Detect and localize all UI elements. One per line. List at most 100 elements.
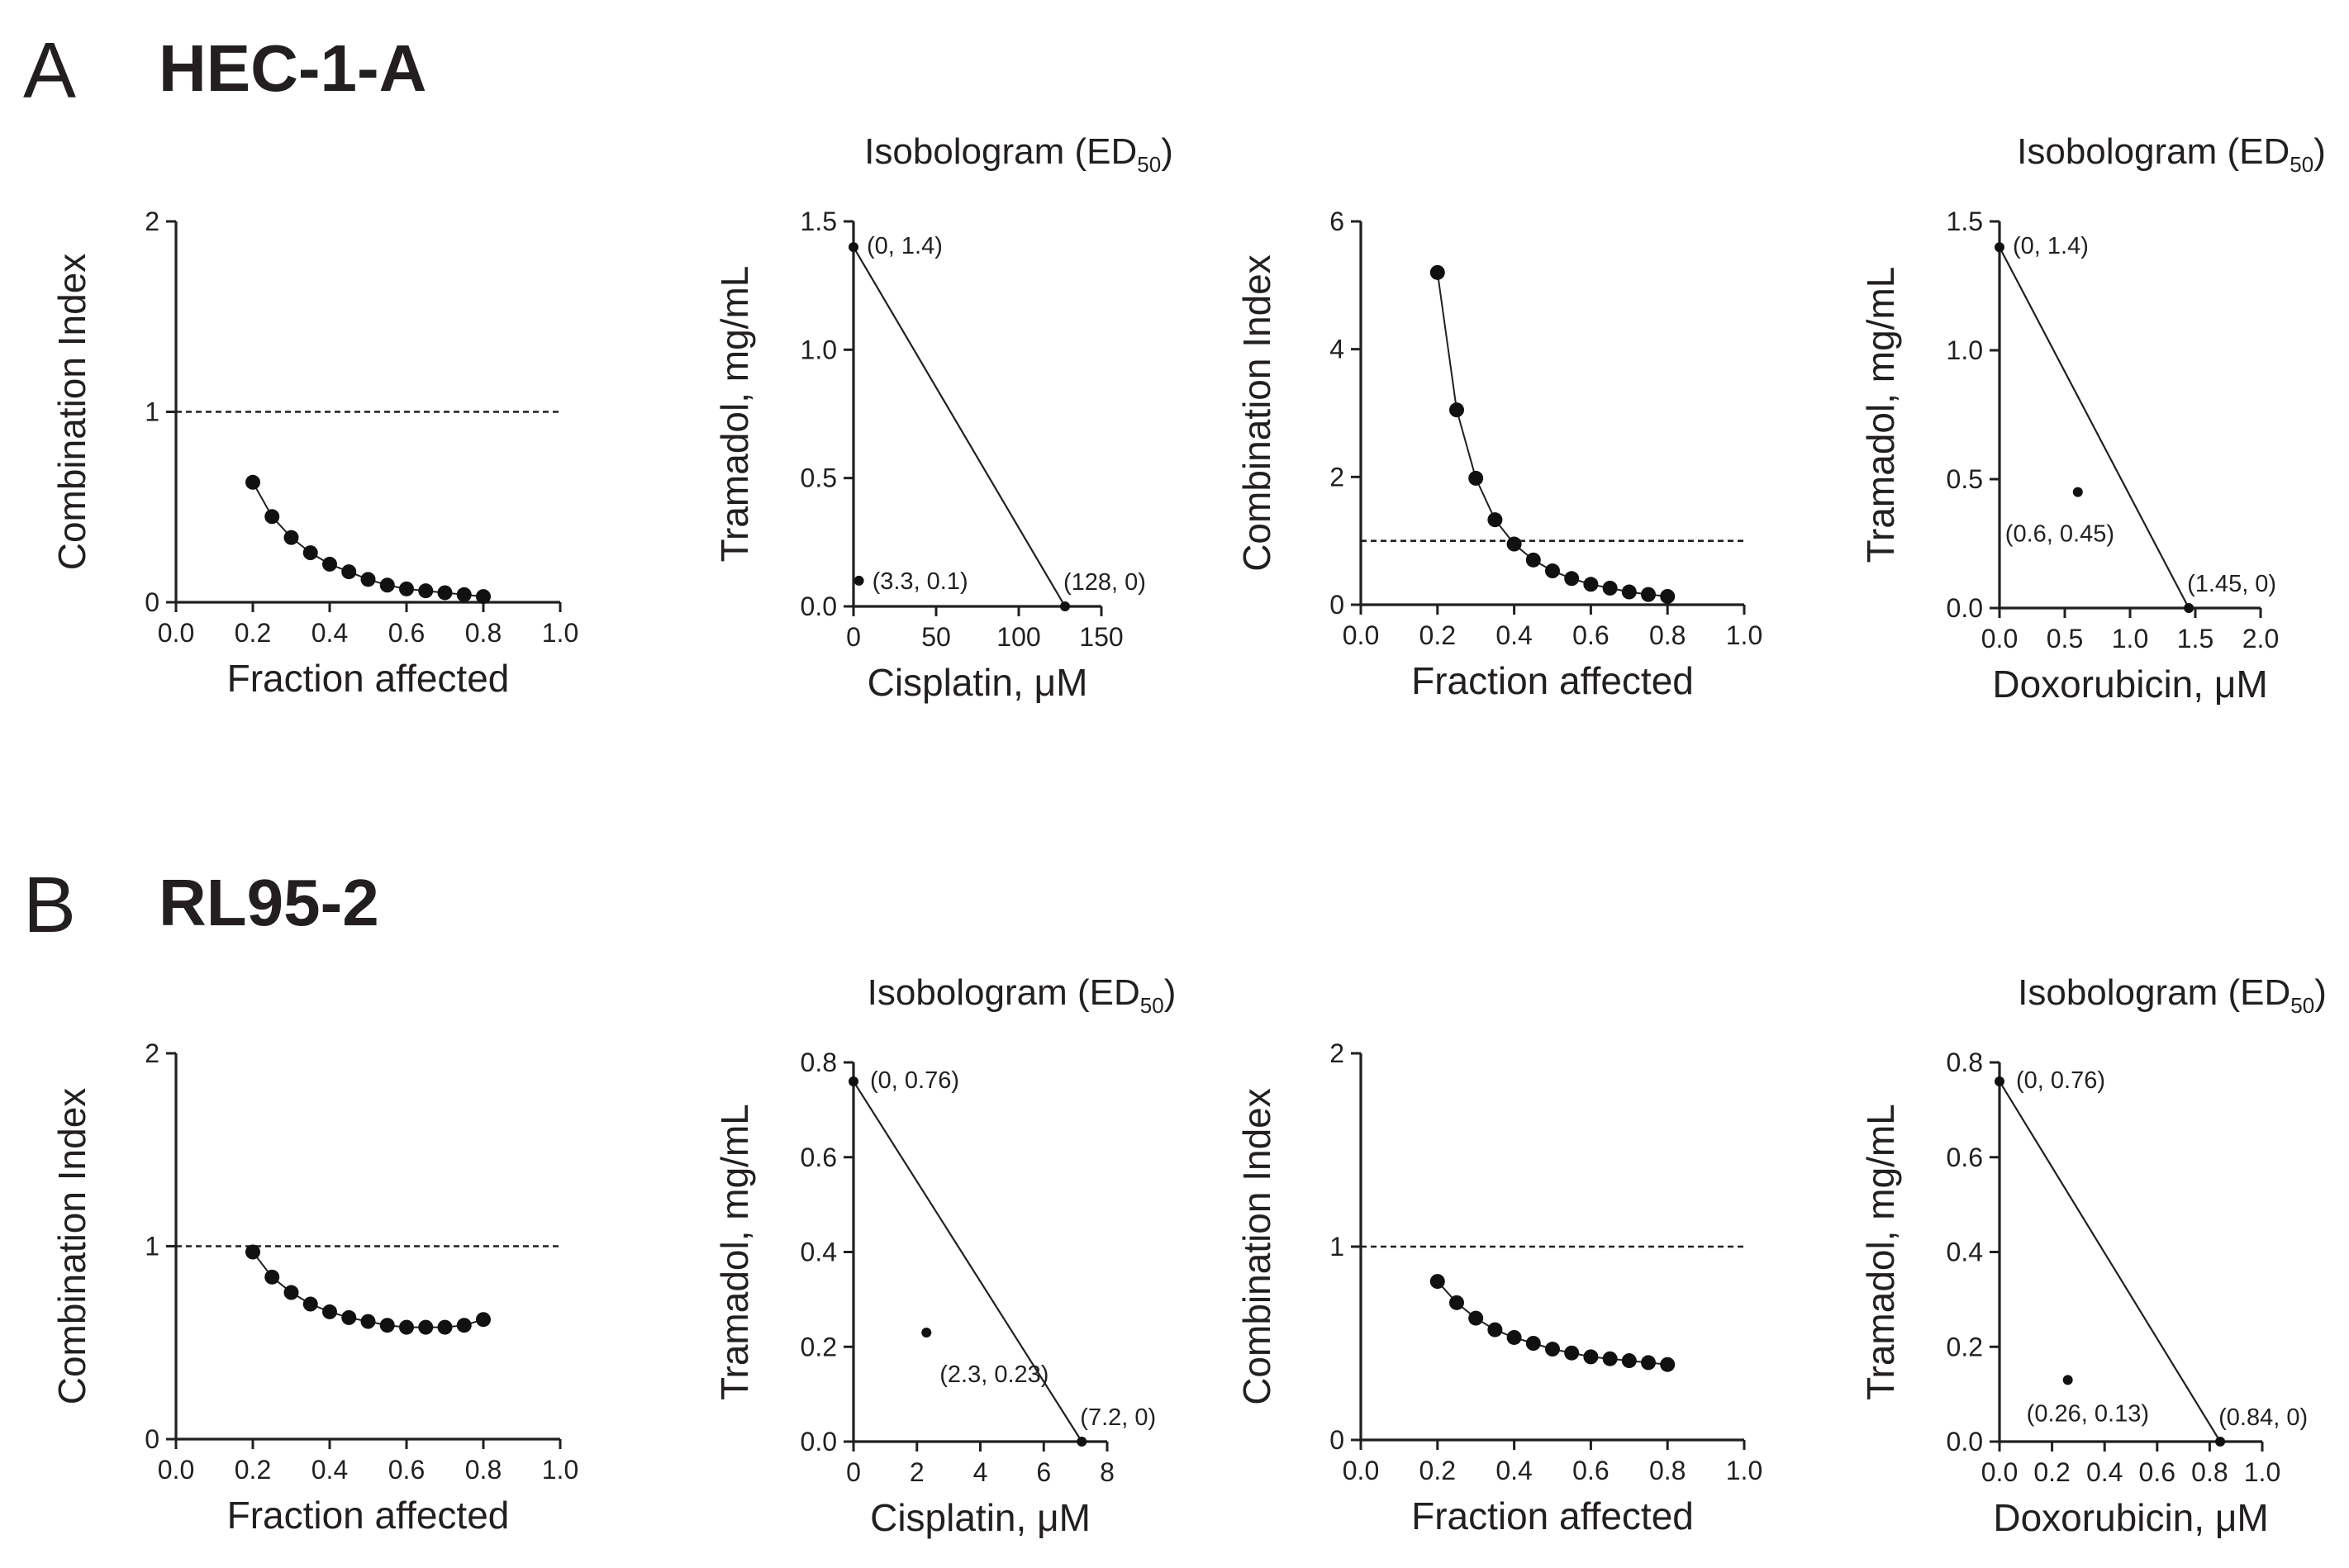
x-tick-label: 0.6: [2139, 1457, 2175, 1487]
x-tick-label: 0.2: [1419, 620, 1456, 650]
x-axis-label: Fraction affected: [227, 657, 510, 700]
chart-title-main: Isobologram (ED: [2017, 131, 2290, 172]
panel-letter-b: B: [23, 861, 76, 949]
y-tick-label: 0.4: [801, 1238, 837, 1267]
isobologram-point: [2062, 1375, 2073, 1385]
chart-title-main: Isobologram (ED: [2018, 972, 2290, 1013]
data-point: [245, 1244, 260, 1260]
point-label: (0, 1.4): [2013, 233, 2089, 259]
data-point: [379, 577, 395, 593]
y-tick-label: 2: [145, 207, 159, 236]
data-point: [245, 474, 260, 490]
y-tick-label: 0: [1329, 1425, 1344, 1455]
x-tick-label: 0.8: [465, 1455, 502, 1485]
additivity-line: [853, 1081, 1083, 1442]
y-tick-label: 1: [145, 397, 159, 427]
x-tick-label: 0.4: [1495, 1456, 1532, 1485]
isobologram-point: [849, 1076, 858, 1086]
x-tick-label: 0.4: [2086, 1457, 2123, 1487]
chart-b2: 0 2 4 6 8 0.0 0.2 0.4 0.6 0.8 Cisplatin, μM Tramado…: [713, 972, 1176, 1539]
x-tick-label: 4: [973, 1457, 988, 1487]
data-point: [1429, 1274, 1445, 1290]
data-point: [341, 564, 357, 580]
x-tick-label: 1.0: [1726, 620, 1762, 650]
y-tick-label: 0.4: [1947, 1238, 1983, 1267]
x-tick-label: 0.4: [1495, 620, 1532, 650]
data-point: [322, 1304, 337, 1319]
x-tick-label: 0.4: [311, 1455, 348, 1485]
point-label: (3.3, 0.1): [873, 568, 968, 595]
data-point: [1429, 264, 1445, 280]
data-point: [456, 1318, 472, 1333]
chart-title-subscript: 50: [1137, 152, 1161, 177]
chart-title: Isobologram (ED50): [2017, 131, 2326, 177]
data-point: [399, 1319, 414, 1335]
axes-b4: [1998, 1062, 2262, 1443]
point-label: (2.3, 0.23): [939, 1361, 1048, 1388]
x-tick-label: 0.5: [2047, 624, 2083, 653]
x-axis-label: Fraction affected: [1411, 659, 1694, 702]
data-point: [283, 1285, 299, 1300]
x-axis-label: Fraction affected: [227, 1494, 510, 1537]
x-tick-label: 0.2: [2033, 1457, 2070, 1487]
chart-title-subscript: 50: [1140, 993, 1164, 1018]
point-label: (128, 0): [1063, 569, 1146, 596]
chart-title-main: Isobologram (ED: [868, 972, 1140, 1013]
chart-title: Isobologram (ED50): [868, 972, 1177, 1018]
data-point: [379, 1318, 395, 1333]
chart-b3: 0.0 0.2 0.4 0.6 0.8 1.0 0 1 2 Fraction affected Co…: [1235, 1038, 1762, 1537]
y-tick-label: 1: [145, 1232, 159, 1262]
x-tick-label: 0: [846, 1457, 861, 1487]
additivity-line: [853, 246, 1066, 607]
y-tick-label: 0.6: [1947, 1143, 1983, 1172]
data-point: [322, 556, 337, 572]
data-point: [1602, 580, 1618, 596]
y-tick-label: 2: [145, 1038, 159, 1068]
data-point: [399, 581, 414, 596]
x-tick-label: 0.6: [1572, 1456, 1609, 1485]
isobologram-point: [1060, 601, 1070, 611]
isobologram-point: [1077, 1437, 1087, 1447]
x-tick-label: 0.0: [1343, 620, 1379, 650]
data-point: [1641, 1355, 1656, 1371]
x-tick-label: 0.0: [1981, 624, 2018, 653]
x-tick-label: 0.2: [235, 618, 271, 648]
data-point: [1525, 1336, 1541, 1351]
y-tick-label: 0.8: [1947, 1048, 1983, 1077]
y-tick-label: 1.0: [801, 335, 837, 364]
x-tick-label: 1.0: [542, 618, 578, 648]
y-tick-label: 0.0: [1947, 1427, 1983, 1456]
axes-a2: [852, 221, 1101, 608]
x-tick-label: 100: [996, 622, 1040, 652]
y-axis-label: Combination Index: [50, 1088, 93, 1405]
point-label: (0, 0.76): [870, 1067, 959, 1094]
additivity-line: [1999, 246, 2190, 609]
data-point: [476, 1312, 491, 1328]
y-axis-label: Combination Index: [50, 254, 93, 571]
point-label: (0.84, 0): [2218, 1404, 2308, 1431]
x-tick-label: 0.8: [2191, 1457, 2228, 1487]
point-label: (0, 1.4): [867, 233, 943, 259]
x-axis-label: Cisplatin, μM: [868, 661, 1088, 704]
data-point: [1487, 1322, 1503, 1338]
data-point: [1506, 536, 1522, 552]
y-tick-label: 2: [1329, 1038, 1344, 1068]
point-label: (1.45, 0): [2187, 571, 2276, 597]
x-axis-label: Doxorubicin, μM: [1993, 1496, 2268, 1539]
data-point: [302, 545, 318, 561]
data-point: [341, 1309, 357, 1325]
isobologram-point: [921, 1328, 932, 1338]
chart-title-end: ): [2314, 972, 2327, 1013]
y-tick-label: 0.0: [801, 592, 837, 621]
x-tick-label: 0.6: [388, 618, 425, 648]
y-tick-label: 0.5: [801, 463, 837, 493]
y-tick-label: 0.0: [801, 1427, 837, 1456]
x-tick-label: 0: [846, 622, 861, 652]
x-tick-label: 0.6: [1572, 620, 1609, 650]
chart-title-end: ): [2313, 131, 2326, 172]
y-axis-label: Combination Index: [1235, 1088, 1278, 1405]
chart-title: Isobologram (ED50): [864, 131, 1173, 177]
data-point: [1449, 402, 1464, 418]
x-tick-label: 1.5: [2177, 624, 2213, 653]
